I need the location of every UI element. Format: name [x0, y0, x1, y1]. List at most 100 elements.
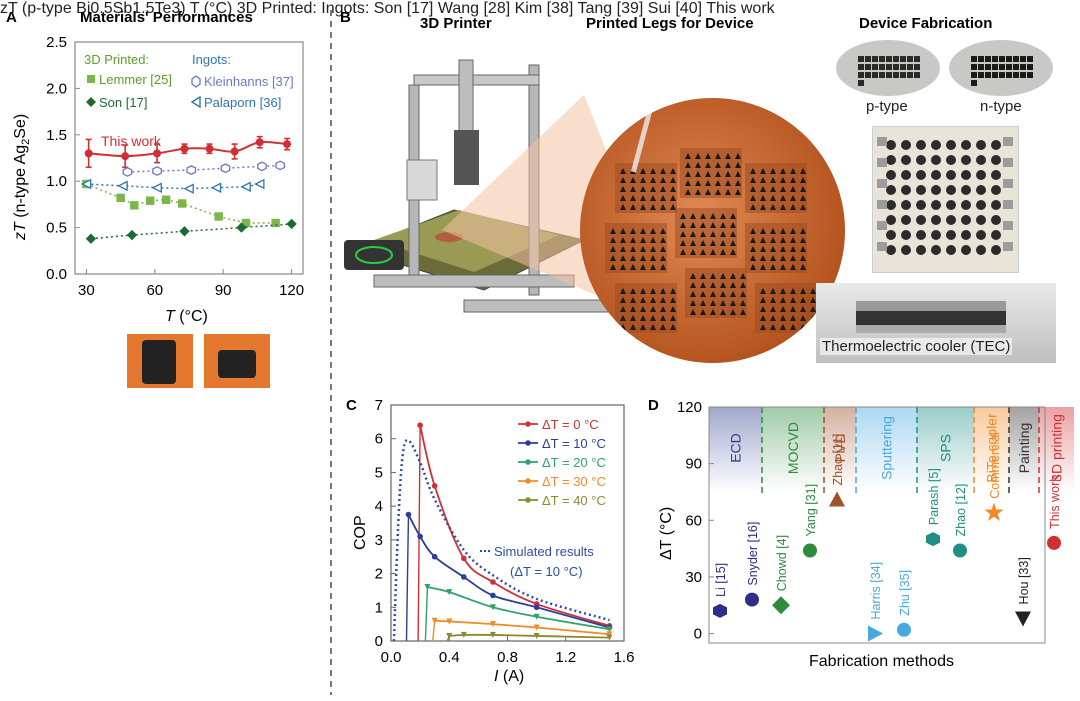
- printed-leg: [700, 309, 706, 315]
- printed-leg: [780, 177, 786, 183]
- printed-leg: [620, 186, 626, 192]
- printed-leg: [695, 153, 701, 159]
- p-leg: [900, 56, 906, 62]
- printed-leg: [660, 315, 666, 321]
- printed-legs-photo: [580, 98, 845, 363]
- legend-ingots-top: Ingots:: [192, 52, 231, 67]
- device-leg: [946, 155, 956, 165]
- category-label: MOCVD: [785, 422, 801, 474]
- son-marker: [86, 97, 96, 107]
- panel-a: A Materials' Performances 0.0 0.5 1.0 1.5 2.…: [6, 9, 304, 325]
- printed-leg: [725, 189, 731, 195]
- y-tick-label-d: 90: [685, 456, 702, 473]
- x-tick-label-c: 1.6: [614, 649, 634, 666]
- printed-leg: [740, 300, 746, 306]
- printed-leg: [705, 171, 711, 177]
- cop-point: [446, 589, 453, 596]
- printed-leg: [760, 204, 766, 210]
- n-leg: [1020, 56, 1026, 62]
- y-axis-label-d: ΔT (°C): [658, 507, 675, 560]
- printed-leg: [800, 237, 806, 243]
- printed-leg: [630, 315, 636, 321]
- device-pad: [1003, 137, 1013, 146]
- p-leg: [907, 72, 913, 78]
- printed-leg: [790, 324, 796, 330]
- method-point-label: Hou [33]: [1017, 557, 1031, 604]
- printed-leg: [770, 264, 776, 270]
- printed-leg: [790, 288, 796, 294]
- printed-leg: [660, 306, 666, 312]
- device-leg: [961, 200, 971, 210]
- series-line-top: [127, 164, 281, 173]
- printed-leg: [780, 195, 786, 201]
- printed-leg: [710, 291, 716, 297]
- series-point-top: [286, 218, 297, 230]
- method-point-label: Parash [5]: [927, 468, 941, 525]
- device-leg: [991, 155, 1001, 165]
- y-tick-label-top: 0.0: [46, 266, 67, 283]
- printed-leg: [770, 324, 776, 330]
- device-leg: [991, 245, 1001, 255]
- y-tick-label-d: 0: [694, 626, 702, 643]
- device-leg: [931, 245, 941, 255]
- printed-leg: [695, 171, 701, 177]
- printed-leg: [690, 249, 696, 255]
- printed-leg: [650, 177, 656, 183]
- y-tick-label-c: 6: [375, 431, 383, 448]
- method-point: [772, 596, 790, 615]
- title-printed-legs: Printed Legs for Device: [586, 15, 754, 32]
- printed-leg: [630, 306, 636, 312]
- device-leg: [991, 185, 1001, 195]
- printed-leg: [730, 213, 736, 219]
- printed-leg: [760, 195, 766, 201]
- device-pad: [877, 242, 887, 251]
- category-label: Painting: [1016, 423, 1032, 474]
- series-point-top: [151, 182, 162, 193]
- cop-rise: [424, 587, 429, 642]
- printed-leg: [620, 264, 626, 270]
- this-work-point-top: [205, 144, 214, 153]
- printed-leg: [700, 291, 706, 297]
- device-grid: [877, 137, 1013, 255]
- p-leg: [858, 80, 864, 86]
- cop-point: [606, 626, 613, 633]
- printed-leg: [650, 288, 656, 294]
- printed-legs-grid: [605, 103, 817, 333]
- leg-block: [675, 208, 737, 258]
- printed-leg: [660, 177, 666, 183]
- printed-leg: [780, 324, 786, 330]
- device-leg: [946, 185, 956, 195]
- device-leg: [916, 155, 926, 165]
- printed-leg: [790, 204, 796, 210]
- printed-leg: [720, 213, 726, 219]
- device-leg: [901, 200, 911, 210]
- printed-leg: [780, 204, 786, 210]
- printed-leg: [690, 291, 696, 297]
- this-work-point-top: [283, 140, 292, 149]
- device-leg: [931, 230, 941, 240]
- device-leg: [931, 170, 941, 180]
- legend-label-c: ΔT = 40 °C: [542, 493, 606, 508]
- title-3d-printer: 3D Printer: [420, 15, 492, 32]
- device-leg: [976, 200, 986, 210]
- printed-leg: [630, 195, 636, 201]
- printed-leg: [780, 246, 786, 252]
- chart-zt-ag2se: 0.0 0.5 1.0 1.5 2.0 2.5 30 60 90 120 zT (n-type …: [12, 34, 304, 325]
- device-leg: [901, 170, 911, 180]
- printed-leg: [610, 246, 616, 252]
- device-leg: [931, 185, 941, 195]
- printed-leg: [750, 264, 756, 270]
- printed-leg: [800, 288, 806, 294]
- printed-leg: [770, 186, 776, 192]
- n-leg: [1027, 72, 1033, 78]
- x-tick-label-top: 30: [78, 282, 95, 299]
- printed-leg: [650, 315, 656, 321]
- n-leg: [1020, 64, 1026, 70]
- series-line-top: [86, 183, 260, 190]
- y-tick-label-c: 1: [375, 599, 383, 616]
- printed-leg: [620, 195, 626, 201]
- n-leg: [971, 64, 977, 70]
- printed-leg: [650, 186, 656, 192]
- device-leg: [931, 200, 941, 210]
- series-point-top: [80, 178, 92, 190]
